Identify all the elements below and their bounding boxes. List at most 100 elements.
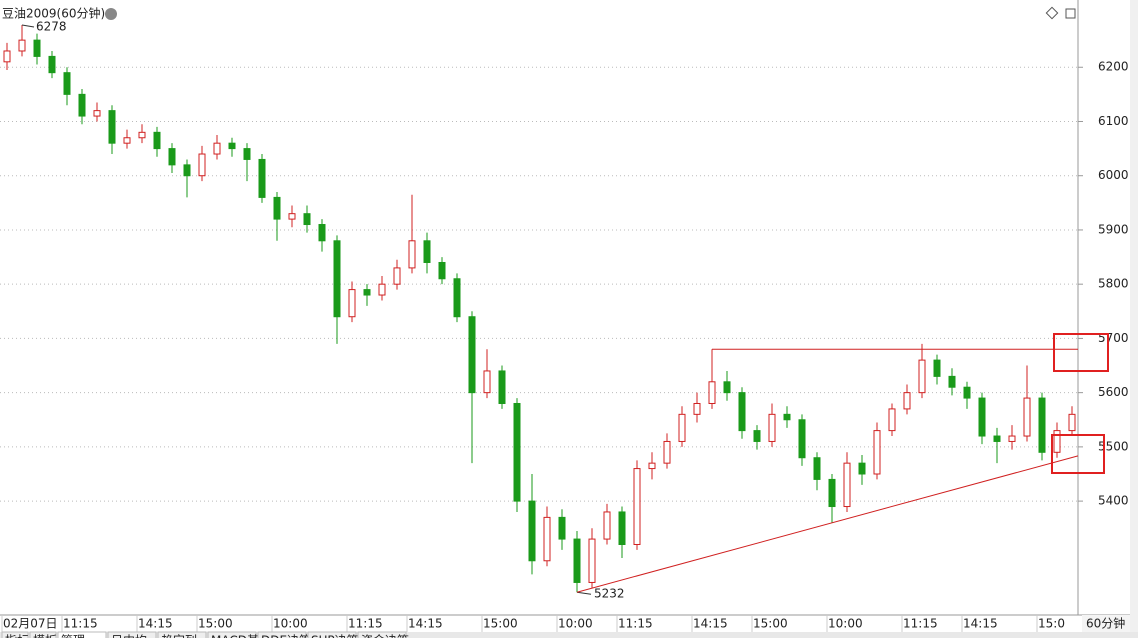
dropdown-icon[interactable]: [105, 8, 117, 20]
panel-icon[interactable]: [1065, 8, 1076, 19]
candle-body: [228, 142, 236, 150]
tab-label[interactable]: SUP决策: [311, 634, 359, 642]
candle-body: [573, 538, 581, 583]
x-tick-label: 15:00: [753, 617, 788, 631]
candle-body: [873, 430, 881, 475]
candle-body: [258, 158, 266, 198]
support-line: [576, 455, 1079, 593]
candle-body: [453, 278, 461, 318]
candle-body: [78, 93, 86, 117]
candle-body: [963, 386, 971, 399]
candle-body: [723, 381, 731, 394]
tab-label[interactable]: 日内均: [111, 634, 147, 642]
y-tick-label: 5900: [1098, 222, 1129, 236]
candle-body: [318, 224, 326, 242]
min-label: 5232: [594, 587, 625, 601]
period-box[interactable]: [1082, 615, 1130, 632]
y-tick-label: 6000: [1098, 168, 1129, 182]
candle-body: [3, 50, 11, 63]
candle-body: [198, 153, 206, 177]
candle-body: [993, 435, 1001, 442]
y-tick-label: 6100: [1098, 114, 1129, 128]
candle-body: [1023, 397, 1031, 437]
candle-body: [633, 468, 641, 545]
candle-body: [903, 392, 911, 410]
candle-body: [378, 283, 386, 296]
candle-body: [978, 397, 986, 437]
candle-body: [918, 359, 926, 394]
candle-body: [843, 462, 851, 508]
candle-body: [663, 440, 671, 464]
candle-body: [948, 375, 956, 388]
candle-body: [1068, 413, 1076, 432]
candle-body: [243, 148, 251, 160]
candle-body: [108, 110, 116, 144]
x-tick-label: 11:15: [903, 617, 938, 631]
candle-body: [123, 137, 131, 144]
candle-body: [1008, 435, 1016, 442]
candle-body: [933, 359, 941, 377]
y-tick-label: 5600: [1098, 385, 1129, 399]
max-label: 6278: [36, 19, 67, 33]
x-tick-label: 14:15: [693, 617, 728, 631]
chart-title: 豆油2009(60分钟): [2, 6, 105, 21]
candle-body: [393, 267, 401, 285]
min-pointer: [576, 591, 592, 595]
candle-body: [468, 316, 476, 394]
candle-body: [708, 381, 716, 404]
y-tick-label: 6200: [1098, 60, 1129, 74]
candle-body: [288, 213, 296, 220]
diamond-icon[interactable]: [1045, 6, 1059, 20]
candle-body: [213, 142, 221, 155]
x-tick-label: 10:00: [828, 617, 863, 631]
candle-body: [813, 457, 821, 480]
highlight-box: [1053, 333, 1109, 372]
candle-body: [348, 289, 356, 318]
candle-body: [768, 413, 776, 442]
x-tick-label: 14:15: [408, 617, 443, 631]
candle-body: [798, 419, 806, 459]
x-tick-label: 14:15: [963, 617, 998, 631]
period-label[interactable]: 60分钟: [1086, 616, 1125, 631]
highlight-box: [1051, 434, 1105, 474]
candle-body: [483, 370, 491, 394]
x-tick-label: 10:00: [273, 617, 308, 631]
candle-body: [1053, 430, 1061, 453]
tab-label[interactable]: 资金决策: [361, 633, 409, 642]
x-tick-label: 11:15: [618, 617, 653, 631]
tab-label[interactable]: 指标: [5, 633, 29, 642]
candle-body: [138, 131, 146, 139]
candle-body: [333, 240, 341, 318]
candle-body: [753, 430, 761, 442]
candle-body: [303, 213, 311, 226]
x-tick-label: 14:15: [138, 617, 173, 631]
candle-body: [888, 408, 896, 432]
tab-bar: [0, 632, 1138, 638]
candle-body: [528, 500, 536, 562]
y-tick-label: 5500: [1098, 439, 1129, 453]
candle-body: [648, 462, 656, 470]
candle-body: [63, 72, 71, 95]
candle-body: [153, 131, 161, 150]
tab-label[interactable]: 模板: [33, 634, 57, 642]
tab-label[interactable]: 管理: [61, 633, 85, 642]
x-tick-label: 15:00: [198, 617, 233, 631]
candle-body: [273, 196, 281, 220]
x-tick-label: 11:15: [348, 617, 383, 631]
candle-body: [48, 55, 56, 74]
candle-body: [168, 148, 176, 166]
candle-body: [183, 164, 191, 177]
candle-body: [543, 516, 551, 562]
tab-label[interactable]: 趋定列: [161, 633, 197, 642]
candle-body: [693, 402, 701, 415]
candle-body: [783, 413, 791, 421]
candle-body: [498, 370, 506, 404]
candle-body: [513, 402, 521, 502]
max-pointer: [21, 24, 35, 28]
candle-body: [408, 240, 416, 269]
x-tick-label: 02月07日: [3, 617, 58, 631]
tab-label[interactable]: DDE决策: [261, 634, 311, 642]
candle-body: [93, 110, 101, 117]
candle-body: [33, 39, 41, 57]
